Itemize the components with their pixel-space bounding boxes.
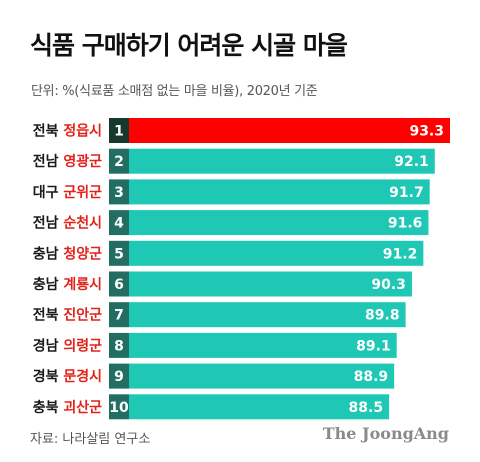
chart-subtitle: 단위: %(식료품 소매점 없는 마을 비율), 2020년 기준: [31, 84, 318, 99]
region-label: 대구: [33, 185, 64, 201]
rank-box: [109, 363, 129, 389]
rank-label: 2: [114, 154, 124, 170]
brand-logo: The JoongAng: [322, 424, 449, 443]
municipality-label: 문경시: [63, 368, 102, 385]
category-label: 경남 의령군: [33, 337, 102, 354]
rank-box: [109, 148, 129, 174]
category-label: 전북 진안군: [33, 307, 102, 324]
category-label: 전남 순천시: [33, 215, 102, 232]
region-label: 전북: [33, 307, 64, 324]
bar: [129, 394, 390, 420]
category-label: 충남 청양군: [33, 245, 102, 262]
municipality-label: 의령군: [63, 337, 102, 354]
rank-label: 10: [109, 400, 129, 416]
municipality-label: 순천시: [63, 216, 102, 232]
municipality-label: 군위군: [63, 185, 102, 201]
municipality-label: 정읍시: [63, 123, 102, 140]
municipality-label: 괴산군: [63, 399, 102, 416]
rank-box: [109, 271, 129, 297]
region-label: 충북: [33, 400, 64, 416]
category-label: 경북 문경시: [33, 368, 102, 385]
region-label: 전남: [33, 215, 64, 232]
value-label: 93.3: [409, 124, 444, 140]
rank-box: [109, 210, 129, 236]
rank-box: [109, 394, 129, 420]
bar: [129, 302, 406, 328]
bar: [129, 118, 450, 143]
bar: [129, 332, 397, 358]
value-label: 88.9: [354, 369, 389, 385]
bar: [129, 240, 424, 266]
municipality-label: 진안군: [63, 307, 102, 324]
region-label: 충남: [33, 245, 64, 262]
value-label: 92.1: [394, 154, 429, 170]
bar: [129, 179, 430, 205]
bar: [129, 148, 435, 174]
bar: [129, 363, 395, 389]
value-label: 89.8: [365, 308, 400, 324]
value-label: 90.3: [371, 277, 406, 293]
category-label: 충북 괴산군: [33, 399, 102, 416]
value-label: 91.2: [383, 246, 418, 262]
region-label: 충남: [33, 276, 64, 293]
rank-label: 5: [114, 246, 124, 262]
rank-label: 4: [114, 216, 124, 232]
rank-label: 9: [114, 369, 124, 385]
rank-label: 8: [114, 338, 124, 354]
rank-label: 3: [114, 185, 124, 201]
rank-label: 1: [114, 124, 124, 140]
chart-title: 식품 구매하기 어려운 시골 마을: [30, 31, 348, 60]
region-label: 전남: [33, 153, 64, 170]
region-label: 경북: [33, 368, 64, 385]
rank-box: [109, 240, 129, 266]
source-note: 자료: 나라살림 연구소: [30, 432, 151, 447]
rank-label: 6: [114, 277, 124, 293]
region-label: 경남: [33, 337, 64, 354]
municipality-label: 영광군: [63, 153, 102, 170]
category-label: 대구 군위군: [33, 185, 102, 201]
bar: [129, 271, 412, 297]
municipality-label: 청양군: [63, 246, 102, 262]
value-label: 89.1: [356, 338, 391, 354]
value-label: 91.7: [389, 185, 424, 201]
value-label: 88.5: [349, 400, 384, 416]
municipality-label: 계룡시: [63, 277, 102, 293]
bar: [129, 210, 429, 236]
value-label: 91.6: [388, 216, 423, 232]
category-label: 충남 계룡시: [33, 276, 102, 293]
rank-box: [109, 179, 129, 205]
rank-box: [109, 302, 129, 328]
rank-box: [109, 332, 129, 358]
rank-box: [109, 118, 129, 143]
category-label: 전북 정읍시: [33, 123, 102, 140]
category-label: 전남 영광군: [33, 153, 102, 170]
region-label: 전북: [33, 123, 64, 140]
rank-label: 7: [114, 308, 124, 324]
